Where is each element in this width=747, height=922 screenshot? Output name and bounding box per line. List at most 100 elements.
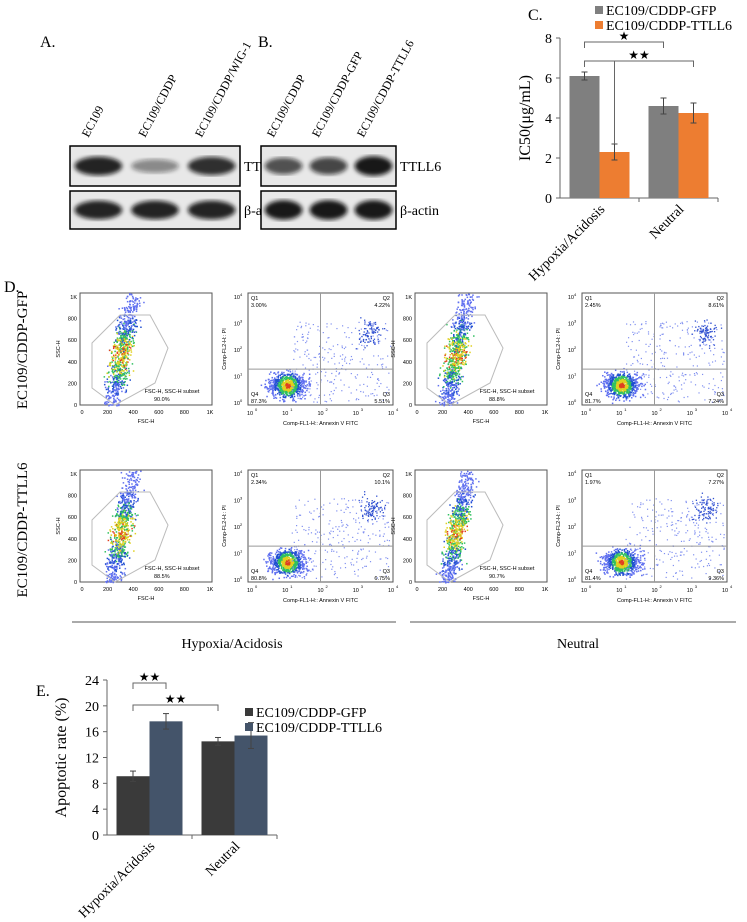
event-dot — [455, 376, 458, 379]
event-dot — [274, 379, 277, 381]
event-dot — [462, 375, 465, 378]
event-dot — [301, 391, 304, 394]
event-dot — [447, 372, 450, 374]
event-dot — [134, 513, 136, 515]
event-dot — [463, 317, 466, 320]
event-dot — [115, 326, 117, 328]
fsc-ssc-plot: FSC-H, SSC-H subset88.8%0020020040040060… — [391, 292, 549, 425]
event-dot — [112, 555, 114, 558]
event-dot — [105, 570, 108, 573]
event-dot — [461, 318, 464, 321]
event-dot — [649, 383, 652, 385]
event-dot — [456, 336, 459, 339]
event-dot — [308, 323, 310, 325]
event-dot — [457, 390, 459, 392]
event-dot — [117, 347, 119, 349]
event-dot — [126, 345, 129, 348]
event-dot — [121, 342, 123, 344]
event-dot — [609, 381, 612, 383]
event-dot — [369, 323, 372, 325]
event-dot — [282, 391, 285, 393]
y-tick-label: 200 — [68, 381, 77, 387]
event-dot — [116, 553, 118, 555]
event-dot — [333, 378, 336, 381]
event-dot — [281, 386, 284, 389]
x-tick-label: 10 — [388, 411, 394, 417]
band-label: TTLL6 — [400, 160, 441, 175]
event-dot — [124, 351, 127, 353]
event-dot — [308, 369, 310, 371]
event-dot — [126, 309, 129, 312]
event-dot — [306, 389, 308, 392]
event-dot — [364, 334, 366, 336]
event-dot — [334, 363, 336, 365]
event-dot — [720, 372, 722, 374]
event-dot — [359, 333, 361, 335]
event-dot — [129, 489, 131, 492]
event-dot — [299, 387, 302, 390]
event-dot — [622, 385, 625, 388]
y-tick-label: 10 — [568, 348, 574, 354]
event-dot — [280, 557, 282, 559]
event-dot — [268, 382, 270, 384]
event-dot — [136, 479, 139, 482]
event-dot — [274, 378, 276, 381]
event-dot — [376, 327, 378, 330]
event-dot — [453, 369, 456, 372]
event-dot — [620, 389, 622, 392]
event-dot — [621, 387, 624, 390]
event-dot — [453, 326, 456, 328]
event-dot — [469, 351, 471, 354]
event-dot — [276, 379, 279, 382]
event-dot — [446, 392, 449, 395]
event-dot — [291, 394, 294, 396]
event-dot — [626, 341, 628, 343]
event-dot — [112, 571, 114, 574]
event-dot — [370, 325, 372, 327]
event-dot — [282, 379, 285, 381]
quadrant-name: Q2 — [383, 296, 390, 302]
event-dot — [703, 386, 705, 388]
event-dot — [125, 328, 128, 330]
event-dot — [126, 506, 128, 509]
event-dot — [120, 576, 122, 579]
event-dot — [647, 333, 650, 335]
event-dot — [296, 392, 299, 395]
event-dot — [623, 370, 625, 373]
event-dot — [130, 293, 133, 296]
event-dot — [110, 576, 112, 579]
event-dot — [631, 389, 633, 392]
event-dot — [308, 385, 310, 387]
event-dot — [121, 361, 124, 364]
event-dot — [692, 365, 694, 367]
event-dot — [651, 353, 653, 355]
event-dot — [126, 371, 129, 374]
event-dot — [634, 323, 636, 326]
event-dot — [125, 501, 127, 504]
event-dot — [130, 317, 132, 320]
event-dot — [317, 371, 319, 374]
event-dot — [330, 400, 333, 402]
event-dot — [666, 357, 669, 359]
event-dot — [448, 385, 450, 388]
event-dot — [304, 397, 306, 400]
event-dot — [646, 381, 648, 384]
event-dot — [111, 575, 114, 577]
event-dot — [287, 381, 290, 384]
event-dot — [443, 391, 445, 394]
event-dot — [273, 397, 275, 400]
event-dot — [620, 380, 622, 383]
event-dot — [115, 376, 117, 378]
event-dot — [462, 302, 465, 305]
event-dot — [363, 331, 365, 333]
event-dot — [472, 306, 474, 309]
event-dot — [132, 492, 135, 494]
event-dot — [614, 369, 617, 372]
event-dot — [462, 336, 464, 338]
event-dot — [651, 392, 653, 395]
event-dot — [294, 390, 296, 393]
event-dot — [609, 378, 611, 380]
quadrant-percent: 81.7% — [585, 399, 601, 405]
event-dot — [122, 510, 125, 513]
event-dot — [129, 327, 131, 330]
